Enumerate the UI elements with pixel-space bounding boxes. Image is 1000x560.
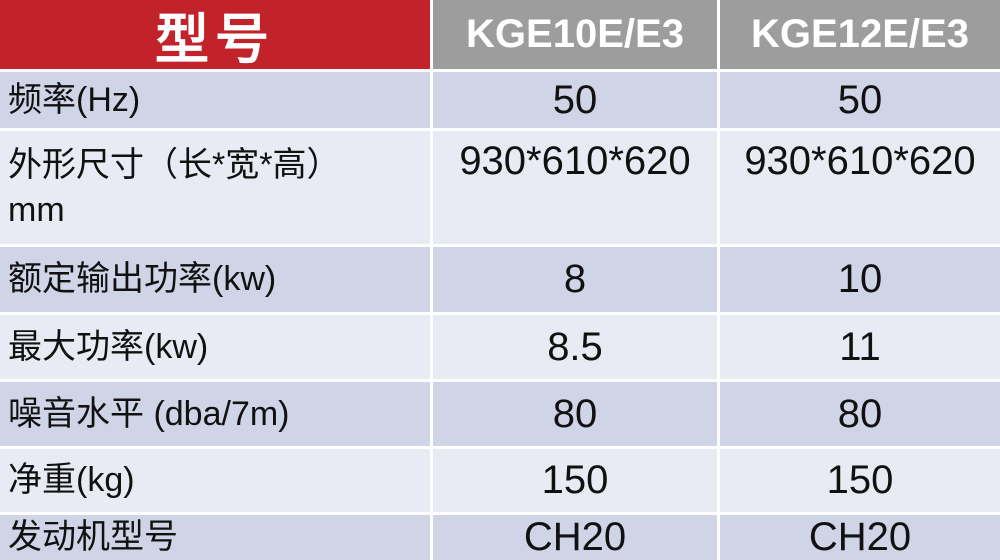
row-label-frequency: 频率(Hz) [0,72,430,128]
max-power-value-kge12: 11 [720,315,1000,379]
engine-model-value-kge10: CH20 [433,515,717,560]
weight-value-kge10: 150 [433,449,717,512]
max-power-value-kge10: 8.5 [433,315,717,379]
row-label-noise-level: 噪音水平 (dba/7m) [0,382,430,446]
row-label-max-power: 最大功率(kw) [0,315,430,379]
engine-model-value-kge12: CH20 [720,515,1000,560]
row-label-dimensions: 外形尺寸（长*宽*高） mm [0,131,430,244]
rated-power-value-kge12: 10 [720,247,1000,312]
row-label-rated-output-power: 额定输出功率(kw) [0,247,430,312]
frequency-value-kge10: 50 [433,72,717,128]
column-header-kge12e-e3: KGE12E/E3 [720,0,1000,69]
dimensions-value-kge10: 930*610*620 [433,131,717,244]
weight-value-kge12: 150 [720,449,1000,512]
rated-power-value-kge10: 8 [433,247,717,312]
frequency-value-kge12: 50 [720,72,1000,128]
row-label-engine-model: 发动机型号 [0,515,430,560]
row-label-net-weight: 净重(kg) [0,449,430,512]
model-header-cell: 型号 [0,0,430,69]
noise-value-kge12: 80 [720,382,1000,446]
dimensions-value-kge12: 930*610*620 [720,131,1000,244]
column-header-kge10e-e3: KGE10E/E3 [433,0,717,69]
noise-value-kge10: 80 [433,382,717,446]
